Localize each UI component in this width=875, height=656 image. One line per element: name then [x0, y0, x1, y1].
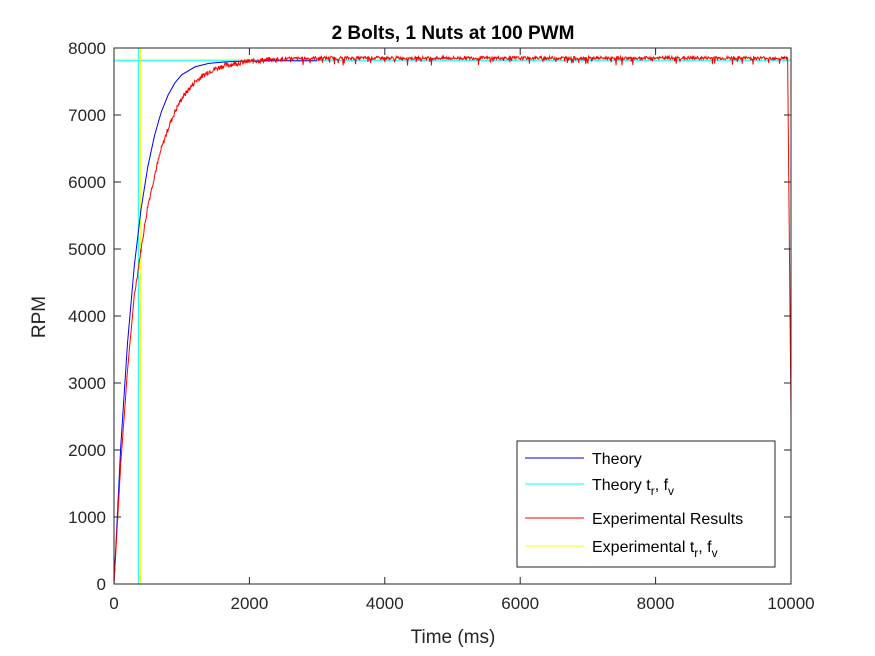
y-tick-label: 4000	[68, 307, 106, 326]
x-tick-label: 8000	[637, 594, 675, 613]
y-axis-label: RPM	[29, 296, 50, 338]
legend-theory-tr-fv-label: Theory tr, fv	[592, 477, 674, 498]
legend-theory-label: Theory	[592, 451, 642, 468]
series-layer	[114, 48, 791, 584]
y-tick-label: 3000	[68, 374, 106, 393]
y-tick-label: 2000	[68, 441, 106, 460]
x-axis-label: Time (ms)	[411, 627, 496, 648]
y-tick-label: 0	[97, 575, 106, 594]
x-tick-label: 6000	[501, 594, 539, 613]
y-tick-label: 8000	[68, 39, 106, 58]
legend: Theory Theory tr, fv Experimental Results E…	[516, 440, 776, 568]
x-tick-label: 10000	[767, 594, 814, 613]
legend-experimental-results-label: Experimental Results	[592, 511, 743, 528]
x-tick-label: 4000	[366, 594, 404, 613]
y-tick-label: 1000	[68, 508, 106, 527]
x-tick-label: 0	[109, 594, 118, 613]
x-tick-label: 2000	[230, 594, 268, 613]
chart-title: 2 Bolts, 1 Nuts at 100 PWM	[332, 23, 575, 44]
axes-layer: 0 2000 4000 6000 8000 10000 0 1000 2000 3000 4000 5…	[68, 39, 814, 613]
experimental-results-line	[114, 54, 791, 584]
y-tick-label: 5000	[68, 240, 106, 259]
y-tick-label: 6000	[68, 173, 106, 192]
legend-experimental-tr-fv-label: Experimental tr, fv	[592, 539, 718, 560]
y-tick-label: 7000	[68, 106, 106, 125]
